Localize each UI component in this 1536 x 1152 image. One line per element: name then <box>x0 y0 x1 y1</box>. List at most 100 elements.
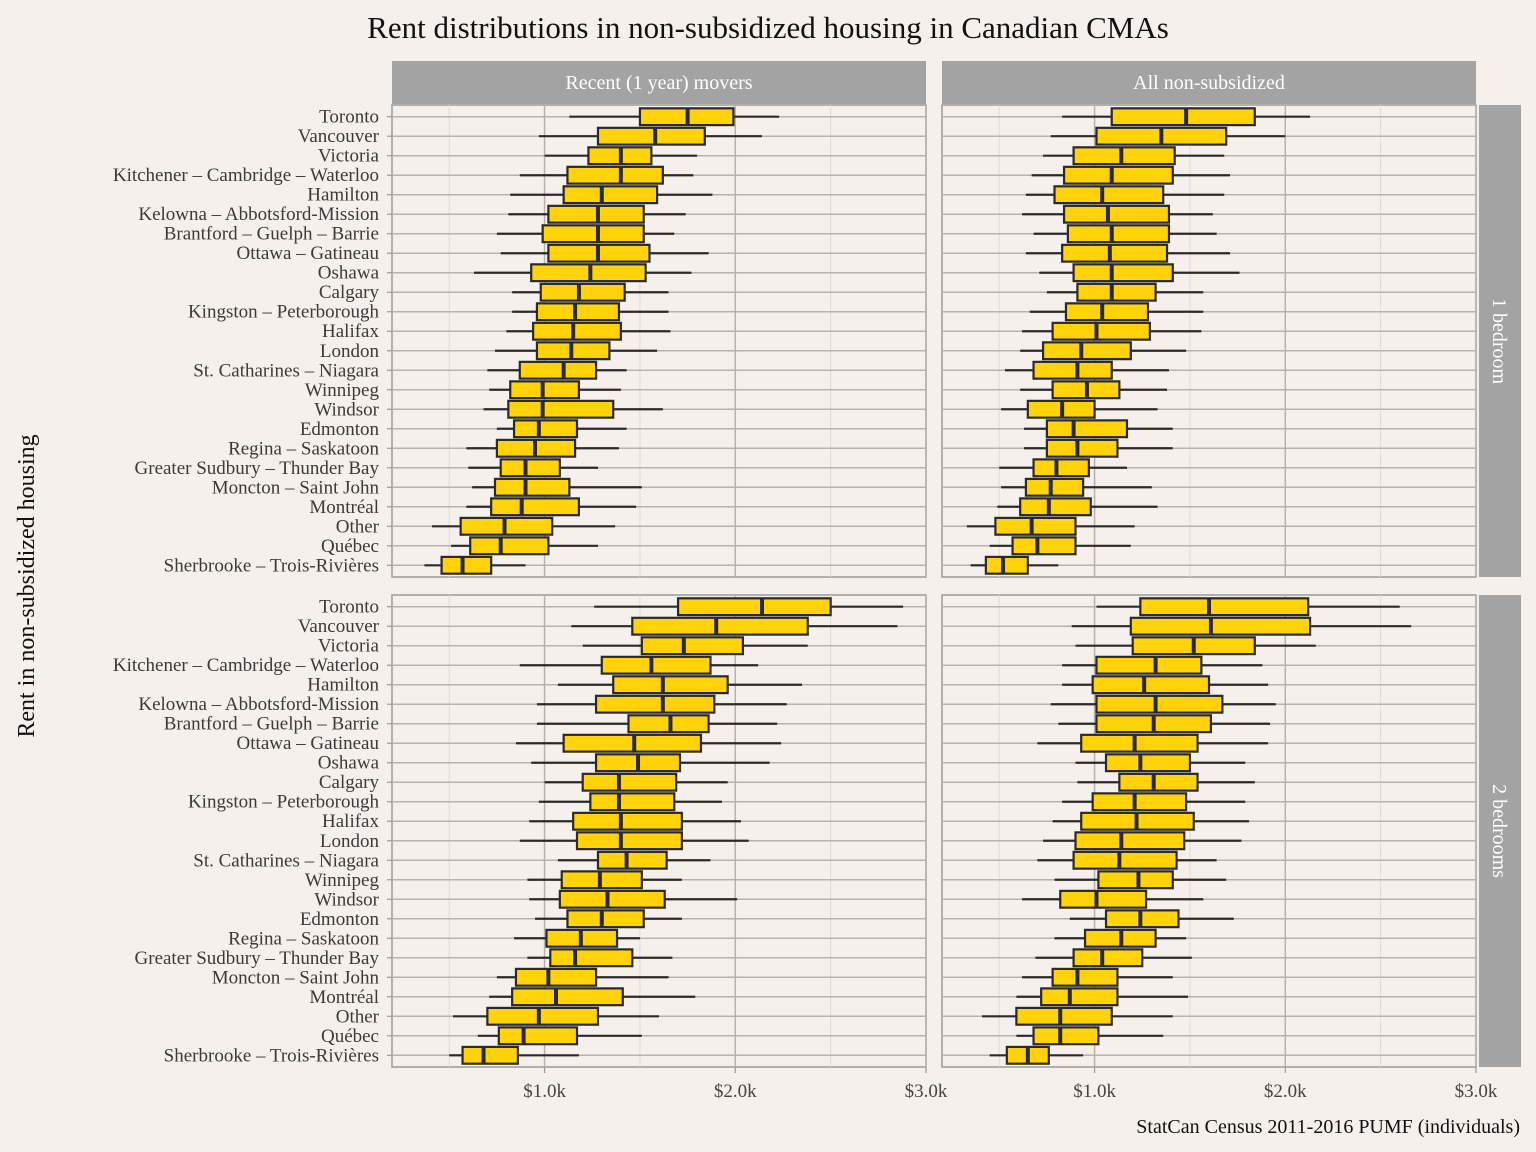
box-iqr <box>1074 831 1186 851</box>
boxplot <box>519 165 694 185</box>
boxplot <box>1020 341 1187 361</box>
category-label: Moncton – Saint John <box>212 967 380 988</box>
boxplot <box>1024 438 1173 458</box>
category-label: St. Catharines – Niagara <box>193 360 379 381</box>
boxplot <box>508 204 686 224</box>
category-label: Greater Sudbury – Thunder Bay <box>135 948 380 969</box>
boxplot <box>496 224 675 244</box>
boxplot <box>472 477 642 497</box>
category-label: Windsor <box>314 399 379 420</box>
boxplot <box>1004 360 1169 380</box>
x-tick-label: $2.0k <box>714 1081 757 1102</box>
boxplot <box>1037 850 1217 870</box>
box-iqr <box>572 811 683 831</box>
boxplot <box>519 831 749 851</box>
boxplot <box>1020 380 1168 400</box>
boxplot <box>1043 831 1242 851</box>
category-label: Sherbrooke – Trois-Rivières <box>164 1045 379 1066</box>
box-iqr <box>493 477 571 497</box>
boxplot <box>571 616 898 636</box>
boxplot <box>514 928 640 948</box>
category-label: Sherbrooke – Trois-Rivières <box>164 555 379 576</box>
boxplot <box>449 1045 579 1065</box>
category-label: Hamilton <box>307 675 379 696</box>
panels-group: Recent (1 year) movers All non-subsidized… <box>113 61 1521 1102</box>
boxplot <box>432 516 616 536</box>
category-label: Regina – Saskatoon <box>228 438 379 459</box>
box-iqr <box>1095 694 1224 714</box>
box-iqr <box>1072 850 1178 870</box>
boxplot <box>477 1026 642 1046</box>
category-label: Vancouver <box>298 126 380 147</box>
box-iqr <box>1040 987 1119 1007</box>
category-label: Toronto <box>319 107 379 128</box>
category-label: Kitchener – Cambridge – Waterloo <box>113 655 379 676</box>
box-iqr <box>1097 870 1174 890</box>
boxplot <box>989 1045 1084 1065</box>
box-iqr <box>511 987 624 1007</box>
box-iqr <box>566 909 645 929</box>
boxplot <box>536 694 787 714</box>
row-strip-label: 1 bedroom <box>1488 298 1510 385</box>
boxplot <box>453 1006 659 1026</box>
box-iqr <box>1011 536 1077 556</box>
boxplot <box>466 438 619 458</box>
boxplot <box>1077 772 1255 792</box>
category-label: Regina – Saskatoon <box>228 928 379 949</box>
box-iqr <box>1062 204 1171 224</box>
box-iqr <box>1015 1006 1113 1026</box>
category-label: Greater Sudbury – Thunder Bay <box>135 458 380 479</box>
boxplot <box>515 733 782 753</box>
box-iqr <box>1095 655 1203 675</box>
category-label: Other <box>336 1006 380 1027</box>
boxplot <box>1022 204 1213 224</box>
category-label: Ottawa – Gatineau <box>237 733 380 754</box>
boxplot <box>1062 655 1263 675</box>
row-strip-label: 2 bedrooms <box>1488 784 1510 878</box>
box-iqr <box>1129 616 1312 636</box>
column-strip <box>942 61 1476 104</box>
box-iqr <box>1062 165 1174 185</box>
box-iqr <box>1072 948 1144 968</box>
boxplot <box>1022 321 1202 341</box>
box-iqr <box>596 126 706 146</box>
boxplot <box>1043 146 1225 166</box>
boxplot <box>1001 399 1158 419</box>
box-iqr <box>1051 321 1151 341</box>
x-tick-label: $1.0k <box>1073 1081 1116 1102</box>
box-iqr <box>1091 675 1211 695</box>
box-iqr <box>497 1026 579 1046</box>
boxplot <box>1062 675 1269 695</box>
category-label: Windsor <box>314 889 379 910</box>
boxplot <box>538 792 722 812</box>
box-iqr <box>1072 263 1174 283</box>
row-strip <box>1479 595 1521 1067</box>
boxplot <box>989 536 1131 556</box>
boxplot <box>1075 636 1316 656</box>
box-iqr <box>1139 597 1310 617</box>
boxplot <box>1075 753 1246 773</box>
category-label: Montréal <box>309 987 379 1008</box>
box-iqr <box>514 967 598 987</box>
category-label: Kingston – Peterborough <box>188 792 380 813</box>
box-iqr <box>507 399 615 419</box>
box-iqr <box>1032 360 1113 380</box>
column-strip-label: All non-subsidized <box>1133 72 1285 94</box>
box-iqr <box>1072 146 1176 166</box>
box-iqr <box>490 497 580 517</box>
box-iqr <box>486 1006 600 1026</box>
boxplot <box>557 850 711 870</box>
x-tick-label: $1.0k <box>523 1081 566 1102</box>
boxplot <box>487 360 627 380</box>
box-iqr <box>1080 733 1199 753</box>
boxplot <box>1031 165 1230 185</box>
category-label: Toronto <box>319 597 379 618</box>
box-iqr <box>676 597 832 617</box>
column-strip <box>392 61 926 104</box>
boxplot <box>535 909 682 929</box>
boxplot <box>1025 243 1230 263</box>
panel-background <box>941 594 1477 1068</box>
boxplot <box>529 889 738 909</box>
boxplot <box>999 458 1127 478</box>
